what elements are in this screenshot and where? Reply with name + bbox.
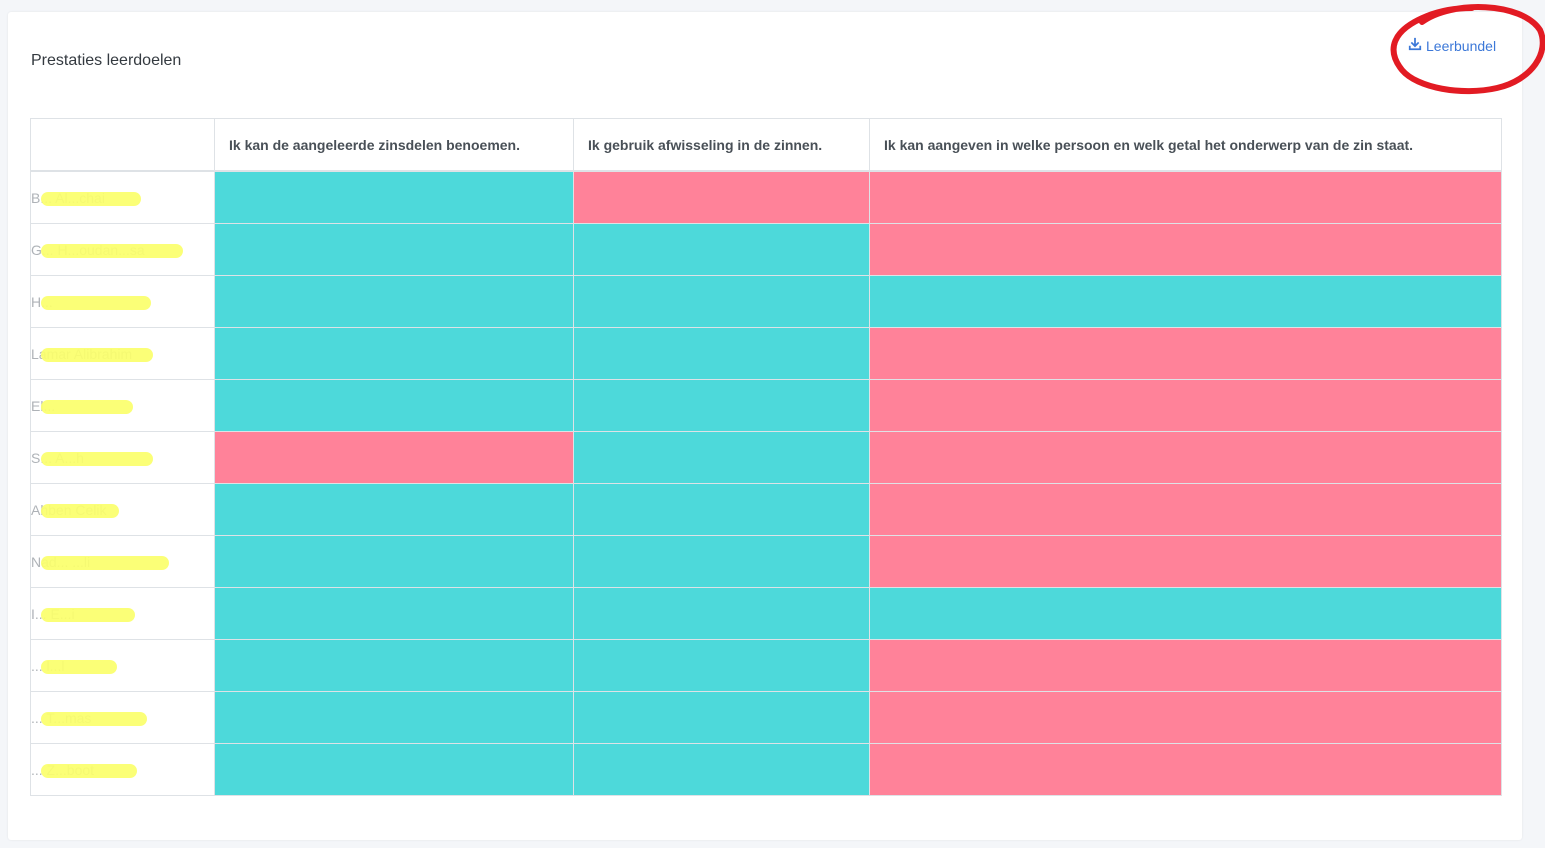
result-cell-goal-3 bbox=[869, 275, 1502, 328]
result-cell-goal-2 bbox=[573, 691, 870, 744]
result-cell-goal-3 bbox=[869, 327, 1502, 380]
result-cell-goal-3 bbox=[869, 379, 1502, 432]
yellow-redaction-mark bbox=[41, 400, 133, 414]
yellow-redaction-mark bbox=[41, 556, 169, 570]
table-row: El... bbox=[30, 379, 1502, 432]
yellow-redaction-mark bbox=[41, 608, 135, 622]
student-name-cell: Lamar Alibrahim bbox=[30, 327, 215, 380]
student-name-cell: H... bbox=[30, 275, 215, 328]
student-name-cell: B... Al...chai bbox=[30, 170, 215, 224]
student-name-cell: G... H...oudan...sa bbox=[30, 223, 215, 276]
result-cell-goal-3 bbox=[869, 223, 1502, 276]
yellow-redaction-mark bbox=[41, 660, 117, 674]
table-row: ... Z...boot bbox=[30, 743, 1502, 796]
yellow-redaction-mark bbox=[41, 244, 183, 258]
yellow-redaction-mark bbox=[41, 712, 147, 726]
result-cell-goal-2 bbox=[573, 535, 870, 588]
student-name-cell: El... bbox=[30, 379, 215, 432]
result-cell-goal-3 bbox=[869, 431, 1502, 484]
result-cell-goal-1 bbox=[214, 639, 574, 692]
result-cell-goal-2 bbox=[573, 223, 870, 276]
yellow-redaction-mark bbox=[41, 764, 137, 778]
result-cell-goal-2 bbox=[573, 587, 870, 640]
table-row: Nad... ...li bbox=[30, 535, 1502, 588]
result-cell-goal-2 bbox=[573, 743, 870, 796]
download-label: Leerbundel bbox=[1426, 37, 1497, 54]
yellow-redaction-mark bbox=[41, 452, 153, 466]
results-table: Ik kan de aangeleerde zinsdelen benoemen… bbox=[30, 118, 1502, 796]
yellow-redaction-mark bbox=[41, 348, 153, 362]
download-icon bbox=[1408, 37, 1422, 54]
table-row: ... T...mas bbox=[30, 691, 1502, 744]
student-name-cell: S... A...h bbox=[30, 431, 215, 484]
result-cell-goal-3 bbox=[869, 743, 1502, 796]
result-cell-goal-2 bbox=[573, 639, 870, 692]
student-name-cell: I... E...i bbox=[30, 587, 215, 640]
result-cell-goal-1 bbox=[214, 170, 574, 224]
result-cell-goal-1 bbox=[214, 223, 574, 276]
column-header-goal-1: Ik kan de aangeleerde zinsdelen benoemen… bbox=[214, 118, 574, 172]
table-row: H... bbox=[30, 275, 1502, 328]
column-header-goal-3: Ik kan aangeven in welke persoon en welk… bbox=[869, 118, 1502, 172]
yellow-redaction-mark bbox=[41, 296, 151, 310]
result-cell-goal-2 bbox=[573, 327, 870, 380]
student-name-cell: ... T...mas bbox=[30, 691, 215, 744]
student-name-cell: Nad... ...li bbox=[30, 535, 215, 588]
table-body: B... Al...chaiG... H...oudan...saH...Lam… bbox=[30, 170, 1502, 796]
table-row: B... Al...chai bbox=[30, 170, 1502, 224]
result-cell-goal-2 bbox=[573, 431, 870, 484]
result-cell-goal-3 bbox=[869, 691, 1502, 744]
column-header-goal-2: Ik gebruik afwisseling in de zinnen. bbox=[573, 118, 870, 172]
red-annotation-circle bbox=[1390, 4, 1545, 95]
result-cell-goal-1 bbox=[214, 743, 574, 796]
panel-title: Prestaties leerdoelen bbox=[31, 52, 182, 69]
table-row: G... H...oudan...sa bbox=[30, 223, 1502, 276]
table-row: ... l...l bbox=[30, 639, 1502, 692]
result-cell-goal-2 bbox=[573, 170, 870, 224]
result-cell-goal-1 bbox=[214, 483, 574, 536]
student-name-cell: ... l...l bbox=[30, 639, 215, 692]
table-row: S... A...h bbox=[30, 431, 1502, 484]
result-cell-goal-3 bbox=[869, 535, 1502, 588]
student-name-cell: Ahben Celik bbox=[30, 483, 215, 536]
result-cell-goal-1 bbox=[214, 535, 574, 588]
result-cell-goal-3 bbox=[869, 170, 1502, 224]
result-cell-goal-1 bbox=[214, 379, 574, 432]
leerbundel-download-link[interactable]: Leerbundel bbox=[1408, 37, 1496, 54]
result-cell-goal-3 bbox=[869, 483, 1502, 536]
column-header-student bbox=[30, 118, 215, 172]
result-cell-goal-2 bbox=[573, 275, 870, 328]
result-cell-goal-2 bbox=[573, 379, 870, 432]
table-row: Lamar Alibrahim bbox=[30, 327, 1502, 380]
result-cell-goal-2 bbox=[573, 483, 870, 536]
table-row: I... E...i bbox=[30, 587, 1502, 640]
table-row: Ahben Celik bbox=[30, 483, 1502, 536]
result-cell-goal-1 bbox=[214, 275, 574, 328]
result-cell-goal-3 bbox=[869, 587, 1502, 640]
student-name-cell: ... Z...boot bbox=[30, 743, 215, 796]
result-cell-goal-3 bbox=[869, 639, 1502, 692]
table-header-row: Ik kan de aangeleerde zinsdelen benoemen… bbox=[30, 118, 1502, 172]
yellow-redaction-mark bbox=[41, 192, 141, 206]
result-cell-goal-1 bbox=[214, 431, 574, 484]
learning-goals-panel: Prestaties leerdoelen Leerbundel Ik kan … bbox=[8, 4, 1545, 840]
result-cell-goal-1 bbox=[214, 587, 574, 640]
yellow-redaction-mark bbox=[41, 504, 119, 518]
result-cell-goal-1 bbox=[214, 327, 574, 380]
result-cell-goal-1 bbox=[214, 691, 574, 744]
